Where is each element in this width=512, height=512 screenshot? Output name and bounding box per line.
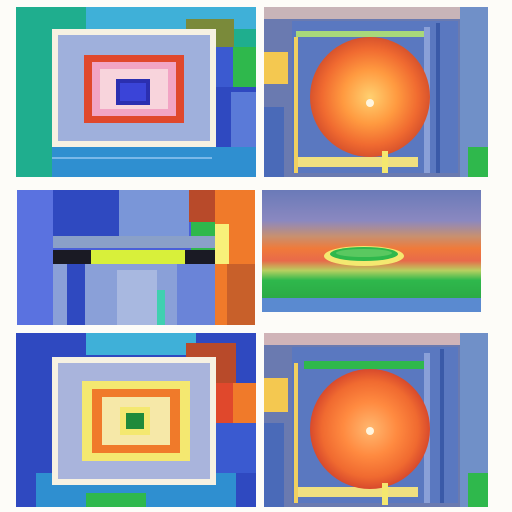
artwork-canvas [17, 190, 255, 325]
artwork-canvas [264, 7, 488, 177]
artwork-tile-nested-squares-green [16, 333, 256, 507]
artwork-canvas [264, 333, 488, 507]
artwork-tile-orange-orb-variant [264, 333, 488, 507]
artwork-tile-vertical-bands [17, 190, 255, 325]
artwork-tile-green-ring-horizon [262, 190, 481, 312]
artwork-canvas [262, 190, 481, 312]
artwork-tile-orange-orb [264, 7, 488, 177]
artwork-canvas [16, 333, 256, 507]
artwork-canvas [16, 7, 256, 177]
artwork-tile-nested-squares-blue [16, 7, 256, 177]
